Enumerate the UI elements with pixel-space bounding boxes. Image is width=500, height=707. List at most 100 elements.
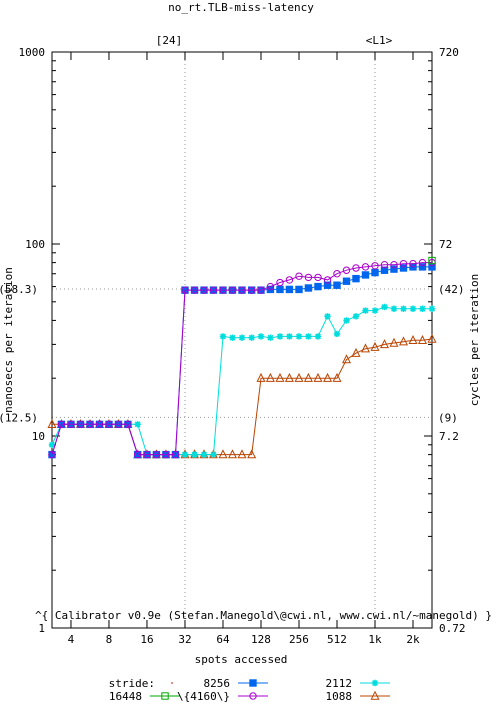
- x-axis-label: spots accessed: [195, 653, 288, 666]
- point-s2112-17: [210, 451, 217, 458]
- point-s4160-14: [181, 286, 189, 294]
- point-s1088-30: [332, 372, 342, 382]
- point-s1088-36: [389, 337, 399, 347]
- y-tick-label-left-0: 1: [38, 622, 45, 635]
- series-s16448: [428, 256, 436, 265]
- series-s8256: [48, 263, 436, 459]
- point-s2112-37: [400, 305, 407, 312]
- point-s2112-18: [219, 333, 227, 340]
- point-s4160-22: [257, 286, 265, 294]
- point-s4160-36: [390, 261, 398, 269]
- ref-label-left-1: (12.5): [0, 411, 38, 424]
- point-s4160-19: [228, 286, 237, 294]
- y-tick-label-right-2: 72: [439, 238, 452, 251]
- x-tick-label-0: 4: [68, 633, 75, 646]
- point-s1088-29: [323, 372, 333, 382]
- point-s4160-27: [304, 273, 313, 282]
- point-s2112-16: [200, 451, 208, 458]
- point-s2112-31: [343, 317, 350, 324]
- point-s1088-20: [237, 449, 247, 459]
- point-s8256-30: [333, 281, 341, 289]
- top-marker-l2: [24]: [156, 34, 183, 47]
- point-s2112-25: [286, 333, 293, 340]
- series-s2112: [48, 303, 436, 458]
- ref-label-right-0: (42): [438, 283, 465, 296]
- point-s2112-40: [428, 305, 436, 312]
- legend-label-s1088: 1088: [326, 690, 353, 703]
- point-s2112-32: [352, 313, 360, 320]
- x-tick-label-6: 256: [289, 633, 309, 646]
- legend-label-s16448: 16448: [109, 690, 142, 703]
- x-tick-label-2: 16: [140, 633, 153, 646]
- point-s1088-33: [360, 343, 371, 353]
- point-s2112-34: [371, 307, 379, 314]
- point-s2112-24: [276, 333, 284, 340]
- point-s8256-32: [352, 274, 360, 283]
- point-s2112-9: [134, 421, 141, 428]
- point-s2112-23: [267, 334, 274, 341]
- legend-marker-s2112: [371, 679, 379, 687]
- point-s2112-36: [390, 305, 398, 312]
- point-s1088-37: [398, 336, 409, 346]
- point-s1088-34: [370, 341, 380, 351]
- y-tick-label-right-1: 7.2: [439, 430, 459, 443]
- point-s2112-35: [381, 303, 388, 311]
- point-s8256-24: [276, 285, 284, 294]
- point-s8256-28: [314, 282, 322, 291]
- legend-label-s4160: \{4160\}: [177, 690, 230, 703]
- point-s4160-21: [247, 286, 256, 294]
- point-s2112-28: [314, 333, 322, 340]
- x-tick-label-9: 2k: [406, 633, 420, 646]
- point-s1088-40: [427, 333, 437, 343]
- point-s1088-27: [303, 372, 313, 382]
- point-s4160-5: [95, 420, 104, 429]
- legend-label-s8256: 8256: [204, 677, 231, 690]
- x-tick-label-4: 64: [216, 633, 230, 646]
- chart-title: no_rt.TLB-miss-latency: [168, 1, 314, 14]
- point-s1088-23: [265, 372, 275, 382]
- point-s2112-19: [229, 334, 236, 341]
- point-s8256-36: [390, 265, 398, 273]
- point-s4160-24: [276, 278, 284, 287]
- point-s2112-14: [181, 451, 189, 458]
- point-s4160-12: [162, 450, 170, 459]
- point-s4160-1: [57, 420, 66, 429]
- point-s4160-29: [323, 276, 332, 284]
- point-s2112-0: [48, 441, 56, 448]
- point-s4160-11: [152, 450, 161, 459]
- top-marker-l1: <L1>: [366, 34, 393, 47]
- x-tick-label-1: 8: [106, 633, 113, 646]
- point-s1088-28: [313, 372, 323, 382]
- point-s2112-26: [295, 333, 303, 340]
- point-s4160-3: [76, 420, 85, 429]
- point-s1088-19: [227, 449, 237, 459]
- point-s8256-39: [418, 263, 427, 271]
- point-s4160-30: [333, 270, 341, 278]
- y-tick-label-right-0: 0.72: [439, 622, 466, 635]
- point-s4160-10: [143, 450, 151, 459]
- point-s4160-31: [342, 266, 351, 274]
- legend-marker-s4160: [249, 692, 257, 700]
- point-s4160-23: [266, 282, 275, 291]
- point-s2112-38: [409, 305, 417, 312]
- y-tick-label-left-3: 1000: [19, 46, 46, 59]
- point-s4160-34: [371, 262, 379, 270]
- series-layer: [47, 256, 437, 459]
- point-s4160-35: [380, 261, 389, 269]
- point-s8256-27: [304, 284, 313, 292]
- legend-stride-dot: [171, 682, 173, 684]
- ref-label-right-1: (9): [438, 411, 458, 424]
- point-s8256-26: [295, 285, 303, 294]
- point-s1088-24: [275, 372, 285, 382]
- y-axis-label-left: nanosecs per iteration: [2, 267, 15, 413]
- legend-marker-s8256: [249, 679, 257, 687]
- axis-ticks: 1 10 100 1000 0.72 7.2 72 720 4 8 16 32 64 128 256 512 1…: [19, 46, 466, 646]
- point-s8256-34: [371, 268, 379, 277]
- point-s4160-26: [295, 272, 303, 280]
- point-s1088-22: [256, 372, 266, 382]
- point-s4160-16: [200, 286, 208, 294]
- point-s4160-33: [361, 263, 370, 271]
- point-s4160-39: [418, 258, 427, 267]
- point-s2112-22: [257, 333, 265, 340]
- legend-title: stride:: [109, 677, 155, 690]
